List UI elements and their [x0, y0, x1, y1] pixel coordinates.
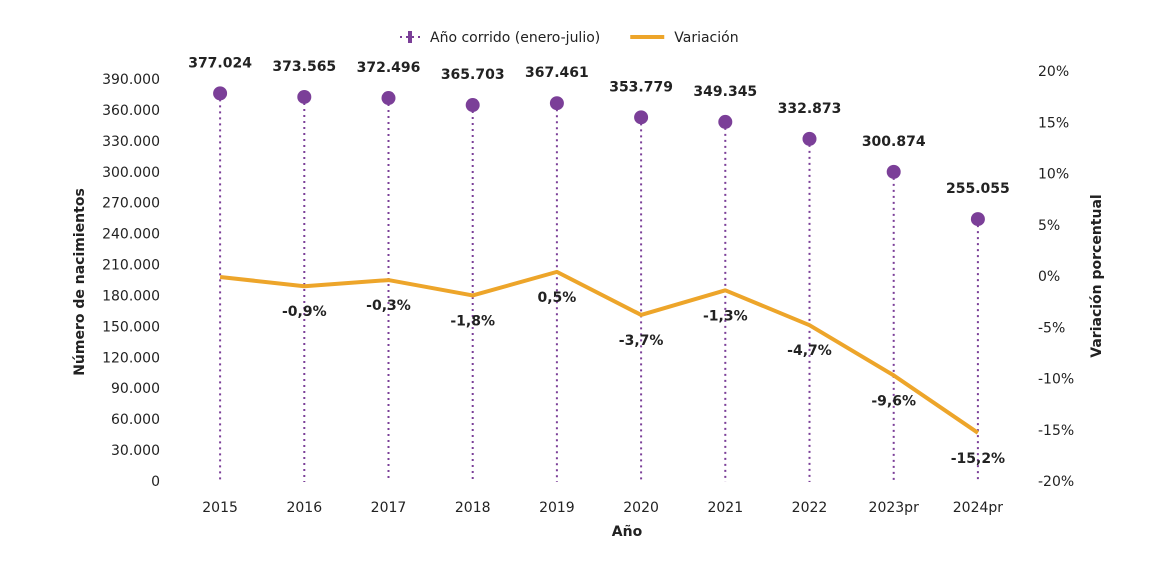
y-tick-label: 300.000: [102, 165, 160, 181]
data-label: 365.703: [441, 67, 505, 83]
dot: [297, 89, 312, 104]
x-tick-label: 2018: [455, 500, 491, 516]
x-tick-label: 2023pr: [869, 500, 920, 516]
y-tick-label: 180.000: [102, 288, 160, 304]
line: [219, 269, 980, 435]
y2-axis-title: Variación porcentual: [1089, 194, 1105, 357]
y2-tick-label: 10%: [1038, 167, 1069, 183]
x-tick-label: 2019: [539, 500, 575, 516]
y2-tick-label: 5%: [1038, 218, 1060, 234]
x-tick-label: 2015: [202, 500, 238, 516]
dot: [213, 86, 228, 101]
data-label: 373.565: [272, 59, 336, 75]
dot: [634, 110, 649, 125]
y-tick-label: 60.000: [111, 412, 160, 428]
legend-label: Año corrido (enero-julio): [430, 30, 600, 46]
data-label: 0,5%: [537, 290, 576, 306]
dot: [718, 114, 733, 129]
y2-tick-label: -15%: [1038, 423, 1074, 439]
data-label: -4,7%: [787, 343, 832, 359]
data-label: 300.874: [862, 134, 926, 150]
y-tick-label: 90.000: [111, 381, 160, 397]
data-label: -1,8%: [450, 313, 495, 329]
x-tick-label: 2016: [286, 500, 322, 516]
data-label: 353.779: [609, 79, 673, 95]
data-label: 372.496: [357, 60, 421, 76]
y-tick-label: 30.000: [111, 443, 160, 459]
data-label: -3,7%: [619, 333, 664, 349]
dot: [802, 131, 817, 146]
y2-tick-label: 0%: [1038, 269, 1060, 285]
y-tick-label: 210.000: [102, 258, 160, 274]
data-label: 349.345: [693, 84, 757, 100]
y-tick-label: 360.000: [102, 103, 160, 119]
y2-tick-label: -5%: [1038, 320, 1065, 336]
dot: [970, 212, 985, 227]
data-label: 255.055: [946, 181, 1010, 197]
data-label: -9,6%: [871, 393, 916, 409]
y-tick-label: 240.000: [102, 227, 160, 243]
data-label: 377.024: [188, 55, 252, 71]
x-axis-title: Año: [612, 524, 643, 540]
data-label: -15,2%: [951, 451, 1005, 467]
dot: [549, 96, 564, 111]
data-label: 367.461: [525, 65, 589, 81]
data-label: -0,3%: [366, 298, 411, 314]
dot: [381, 91, 396, 106]
x-tick-label: 2017: [371, 500, 407, 516]
data-label: 332.873: [778, 101, 842, 117]
y-tick-label: 270.000: [102, 196, 160, 212]
dot: [886, 164, 901, 179]
y2-tick-label: -10%: [1038, 372, 1074, 388]
dot: [465, 98, 480, 113]
y-tick-label: 390.000: [102, 72, 160, 88]
x-tick-label: 2021: [707, 500, 743, 516]
y-tick-label: 0: [151, 474, 160, 490]
x-tick-label: 2024pr: [953, 500, 1004, 516]
y-tick-label: 120.000: [102, 350, 160, 366]
y2-tick-label: 15%: [1038, 115, 1069, 131]
y-axis-title: Número de nacimientos: [72, 188, 88, 376]
y-tick-label: 150.000: [102, 319, 160, 335]
x-tick-label: 2020: [623, 500, 659, 516]
data-label: -0,9%: [282, 304, 327, 320]
data-label: -1,3%: [703, 308, 748, 324]
y2-tick-label: -20%: [1038, 474, 1074, 490]
y-tick-label: 330.000: [102, 134, 160, 150]
y2-tick-label: 20%: [1038, 64, 1069, 80]
legend-label: Variación: [674, 30, 738, 46]
x-tick-label: 2022: [792, 500, 828, 516]
legend-marker: [408, 31, 412, 43]
